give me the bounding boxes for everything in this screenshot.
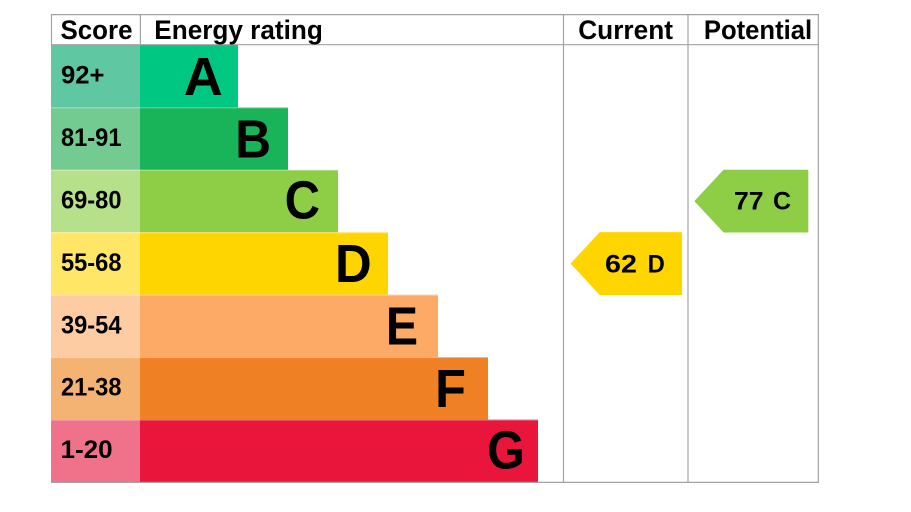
svg-text:92+: 92+ (61, 62, 105, 90)
svg-text:E: E (386, 297, 418, 357)
svg-text:62: 62 (605, 250, 637, 278)
svg-text:C: C (773, 187, 791, 215)
svg-text:G: G (487, 421, 525, 481)
svg-text:69-80: 69-80 (61, 186, 122, 214)
svg-text:Potential: Potential (704, 15, 812, 45)
svg-text:F: F (435, 359, 466, 419)
svg-text:55-68: 55-68 (61, 249, 122, 277)
svg-text:81-91: 81-91 (61, 124, 122, 152)
svg-text:Current: Current (578, 15, 673, 45)
svg-text:77: 77 (734, 187, 764, 215)
svg-text:1-20: 1-20 (61, 436, 113, 464)
svg-text:B: B (235, 109, 271, 169)
svg-text:21-38: 21-38 (61, 374, 122, 402)
svg-text:D: D (335, 234, 372, 294)
svg-text:D: D (648, 250, 665, 278)
svg-text:A: A (184, 47, 223, 107)
svg-text:39-54: 39-54 (61, 311, 122, 339)
svg-text:Score: Score (61, 15, 133, 45)
svg-text:Energy rating: Energy rating (154, 15, 322, 45)
svg-text:C: C (285, 170, 320, 230)
